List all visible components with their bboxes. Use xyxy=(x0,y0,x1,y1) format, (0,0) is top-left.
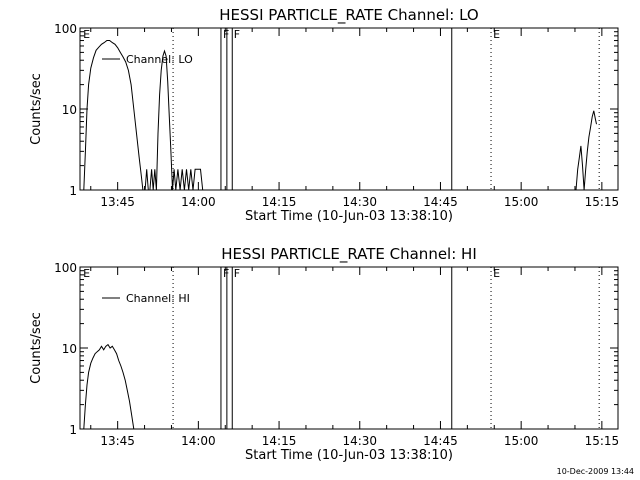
legend-label: Channel: LO xyxy=(126,53,193,66)
chart-title: HESSI PARTICLE_RATE Channel: HI xyxy=(221,245,477,264)
x-tick-label: 14:15 xyxy=(262,195,297,209)
x-tick-label: 15:00 xyxy=(504,195,539,209)
x-tick-label: 15:15 xyxy=(585,195,620,209)
y-tick-label: 10 xyxy=(62,342,77,356)
x-tick-label: 13:45 xyxy=(100,195,135,209)
x-tick-label: 14:15 xyxy=(262,434,297,448)
y-axis-label: Counts/sec xyxy=(29,312,44,384)
y-tick-label: 10 xyxy=(62,103,77,117)
y-tick-label: 100 xyxy=(54,261,77,275)
x-tick-label: 15:00 xyxy=(504,434,539,448)
x-tick-label: 14:00 xyxy=(181,195,216,209)
event-label: F xyxy=(223,28,229,41)
x-axis-label: Start Time (10-Jun-03 13:38:10) xyxy=(245,448,453,463)
data-series-line xyxy=(575,110,597,191)
data-series-line xyxy=(83,40,204,191)
x-tick-label: 14:45 xyxy=(423,195,458,209)
legend-label: Channel: HI xyxy=(126,292,190,305)
event-label: F xyxy=(234,28,240,41)
event-label: F xyxy=(223,267,229,280)
chart-title: HESSI PARTICLE_RATE Channel: LO xyxy=(219,6,478,25)
x-tick-label: 14:30 xyxy=(342,195,377,209)
event-label: E xyxy=(83,28,90,41)
event-label: E xyxy=(83,267,90,280)
x-tick-label: 14:45 xyxy=(423,434,458,448)
y-tick-label: 1 xyxy=(69,184,77,198)
y-axis-label: Counts/sec xyxy=(29,73,44,145)
event-label: E xyxy=(493,28,500,41)
x-axis-label: Start Time (10-Jun-03 13:38:10) xyxy=(245,209,453,224)
y-tick-label: 100 xyxy=(54,22,77,36)
data-series-line xyxy=(83,343,135,430)
x-tick-label: 14:00 xyxy=(181,434,216,448)
x-tick-label: 13:45 xyxy=(100,434,135,448)
x-tick-label: 14:30 xyxy=(342,434,377,448)
footer-timestamp: 10-Dec-2009 13:44 xyxy=(556,467,634,476)
y-tick-label: 1 xyxy=(69,423,77,437)
x-tick-label: 15:15 xyxy=(585,434,620,448)
event-label: F xyxy=(234,267,240,280)
event-label: E xyxy=(493,267,500,280)
